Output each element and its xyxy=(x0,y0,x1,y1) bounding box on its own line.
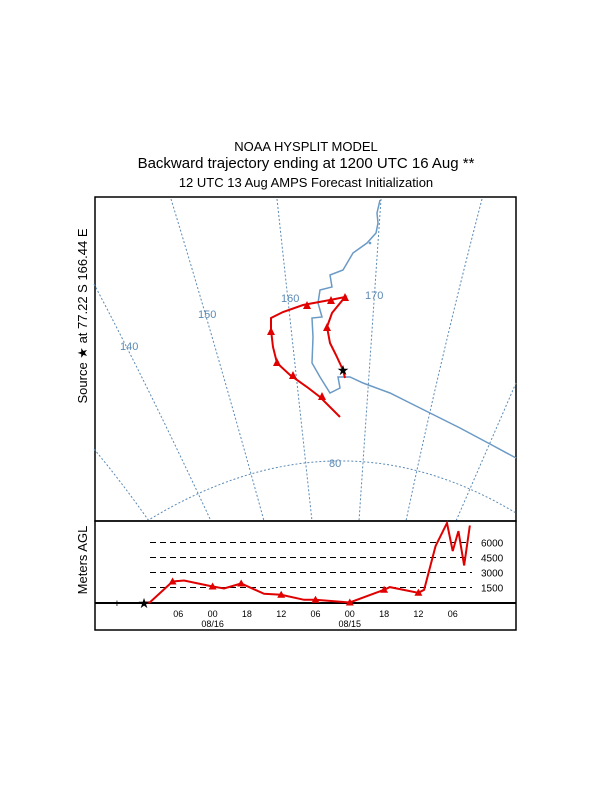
y-tick-label: 6000 xyxy=(481,539,504,550)
y-tick-label: 3000 xyxy=(481,569,504,580)
map-frame xyxy=(94,196,517,522)
meridian-line xyxy=(405,198,483,522)
y-axis-label: Meters AGL xyxy=(75,526,90,595)
x-tick-label: 06 xyxy=(448,609,458,619)
height-frame xyxy=(94,520,517,631)
y-tick-label: 1500 xyxy=(481,584,504,595)
meridian-line xyxy=(93,448,150,522)
coastline xyxy=(311,199,517,459)
parallel-80 xyxy=(146,460,517,522)
meridian-line xyxy=(276,198,313,522)
model-title: NOAA HYSPLIT MODEL xyxy=(234,139,378,154)
trajectory-markers xyxy=(267,293,349,400)
meridian-label-140: 140 xyxy=(120,341,138,353)
x-tick-label: 06 xyxy=(310,609,320,619)
x-date-label: 08/15 xyxy=(339,619,362,629)
x-date-label: 08/16 xyxy=(201,619,224,629)
x-tick-label: 18 xyxy=(242,609,252,619)
source-star-icon: ★ xyxy=(337,362,350,378)
parallel-label-80: 80 xyxy=(329,458,341,470)
x-tick-label: 00 xyxy=(208,609,218,619)
x-tick-label: 12 xyxy=(276,609,286,619)
trajectory-title: Backward trajectory ending at 1200 UTC 1… xyxy=(137,155,475,172)
source-location-label: Source ★ at 77.22 S 166.44 E xyxy=(75,228,90,403)
trajectory-path xyxy=(270,295,348,418)
x-tick-label: 12 xyxy=(413,609,423,619)
meridian-line xyxy=(455,382,517,522)
x-tick-label: 06 xyxy=(173,609,183,619)
meridian-line xyxy=(170,198,265,522)
meridian-line xyxy=(93,283,212,522)
meridian-line xyxy=(358,198,382,522)
plus-marker-icon: + xyxy=(114,598,120,610)
y-tick-label: 4500 xyxy=(481,554,504,565)
x-tick-label: 18 xyxy=(379,609,389,619)
height-series-line xyxy=(144,519,471,604)
map-grid xyxy=(93,198,517,522)
source-star-height-icon: ★ xyxy=(138,595,151,611)
x-tick-label: 00 xyxy=(345,609,355,619)
initialization-subtitle: 12 UTC 13 Aug AMPS Forecast Initializati… xyxy=(178,175,434,190)
meridian-label-160: 160 xyxy=(281,293,299,305)
island-dot xyxy=(368,241,372,245)
meridian-label-170: 170 xyxy=(365,290,383,302)
meridian-label-150: 150 xyxy=(198,309,216,321)
